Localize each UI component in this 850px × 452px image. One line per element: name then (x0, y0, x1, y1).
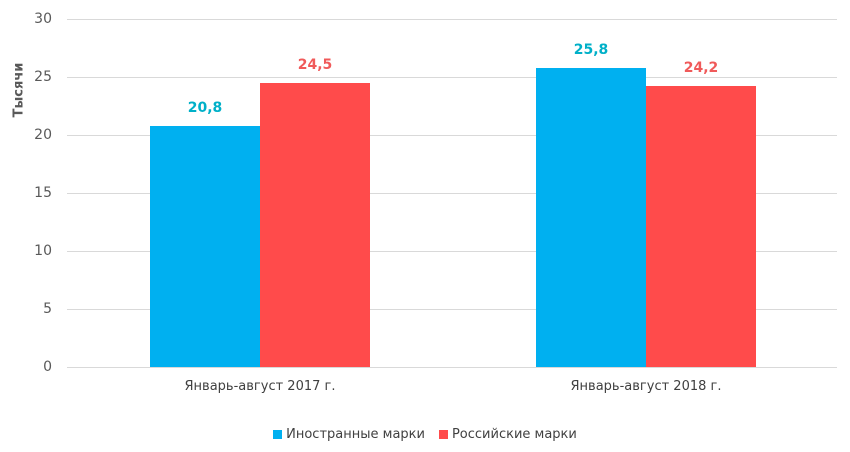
bar[interactable] (150, 125, 260, 367)
data-label: 25,8 (573, 41, 609, 58)
bar[interactable] (646, 86, 756, 367)
x-category-label: Январь-август 2018 г. (570, 379, 722, 394)
y-tick-label: 15 (34, 185, 52, 201)
legend-label-russian: Российские марки (451, 427, 577, 442)
gridline (67, 367, 837, 368)
y-tick-label: 20 (34, 127, 52, 143)
x-category-label: Январь-август 2017 г. (184, 379, 336, 394)
legend-swatch-foreign (273, 430, 283, 439)
gridline (67, 19, 837, 20)
data-label: 24,5 (297, 56, 333, 73)
bar[interactable] (260, 82, 370, 367)
bar[interactable] (536, 67, 646, 367)
legend-label-foreign: Иностранные марки (286, 427, 425, 442)
gridline (67, 77, 837, 78)
legend-item-russian[interactable]: Российские марки (438, 427, 577, 442)
y-tick-label: 30 (34, 11, 52, 27)
legend: Иностранные марки Российские марки (0, 427, 850, 442)
gridline (67, 309, 837, 310)
legend-item-foreign[interactable]: Иностранные марки (273, 427, 425, 442)
gridline (67, 251, 837, 252)
legend-swatch-russian (438, 430, 448, 439)
y-tick-label: 0 (43, 359, 52, 375)
gridline (67, 135, 837, 136)
y-tick-label: 10 (34, 243, 52, 259)
data-label: 24,2 (683, 60, 719, 77)
y-tick-label: 5 (43, 301, 52, 317)
gridline (67, 193, 837, 194)
y-tick-label: 25 (34, 69, 52, 85)
data-label: 20,8 (187, 99, 223, 116)
